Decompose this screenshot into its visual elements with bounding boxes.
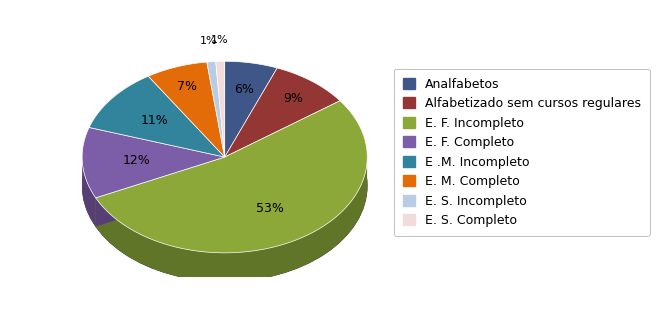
Polygon shape xyxy=(96,101,367,253)
Text: 11%: 11% xyxy=(141,114,169,127)
Text: 9%: 9% xyxy=(283,91,303,104)
Polygon shape xyxy=(82,128,225,198)
Text: 12%: 12% xyxy=(123,154,150,167)
Text: 1%: 1% xyxy=(200,36,217,46)
Polygon shape xyxy=(96,157,225,227)
Polygon shape xyxy=(82,158,96,227)
Text: 1%: 1% xyxy=(210,35,228,45)
Polygon shape xyxy=(207,62,225,157)
Polygon shape xyxy=(215,61,225,157)
Ellipse shape xyxy=(82,90,367,281)
Polygon shape xyxy=(96,157,225,227)
Polygon shape xyxy=(89,76,225,157)
Text: 7%: 7% xyxy=(177,80,197,93)
Polygon shape xyxy=(225,61,277,157)
Legend: Analfabetos, Alfabetizado sem cursos regulares, E. F. Incompleto, E. F. Completo: Analfabetos, Alfabetizado sem cursos reg… xyxy=(394,69,650,236)
Polygon shape xyxy=(225,68,340,157)
Polygon shape xyxy=(96,162,367,281)
Polygon shape xyxy=(148,62,225,157)
Text: 6%: 6% xyxy=(234,83,254,96)
Text: 53%: 53% xyxy=(256,202,284,215)
